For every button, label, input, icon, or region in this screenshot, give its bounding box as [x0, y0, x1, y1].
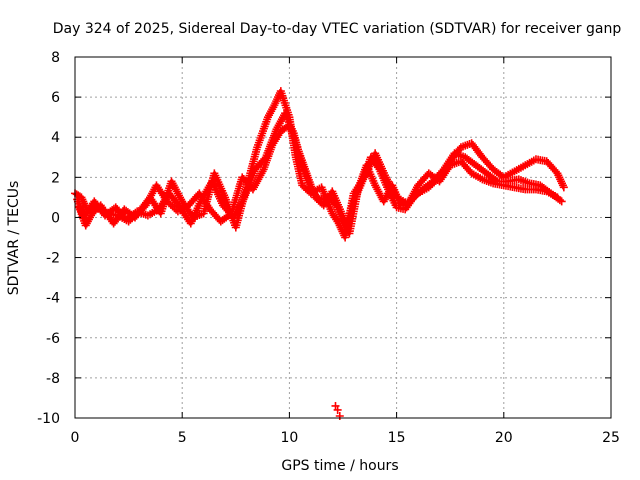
x-tick-label: 25 — [602, 430, 620, 446]
y-axis-label: SDTVAR / TECUs — [6, 181, 22, 296]
data-point — [557, 197, 566, 206]
y-tick-label: -2 — [46, 251, 60, 267]
x-tick-label: 5 — [178, 430, 187, 446]
axis-ticks — [74, 56, 612, 419]
x-tick-label: 10 — [280, 430, 298, 446]
data-point — [559, 183, 568, 192]
x-axis-label: GPS time / hours — [281, 458, 398, 474]
x-tick-label: 15 — [388, 430, 406, 446]
y-tick-label: -6 — [46, 331, 60, 347]
data-point — [333, 405, 342, 414]
data-point — [331, 401, 340, 410]
y-tick-label: -10 — [37, 411, 60, 427]
x-tick-label: 20 — [495, 430, 513, 446]
data-points — [71, 87, 568, 420]
tick-labels: 0 5 10 15 20 25 -10 -8 -6 -4 -2 0 2 4 6 8 — [37, 50, 620, 446]
y-tick-label: 2 — [51, 170, 60, 186]
y-tick-label: -4 — [46, 291, 60, 307]
x-tick-label: 0 — [71, 430, 80, 446]
y-tick-label: 0 — [51, 210, 60, 226]
y-tick-label: 6 — [51, 90, 60, 106]
plot-frame — [74, 56, 612, 419]
chart-title: Day 324 of 2025, Sidereal Day-to-day VTE… — [53, 21, 622, 37]
y-tick-label: -8 — [46, 371, 60, 387]
y-tick-label: 4 — [51, 130, 60, 146]
y-tick-label: 8 — [51, 50, 60, 66]
data-point — [491, 176, 500, 185]
data-point — [555, 196, 564, 205]
data-point — [335, 411, 344, 420]
